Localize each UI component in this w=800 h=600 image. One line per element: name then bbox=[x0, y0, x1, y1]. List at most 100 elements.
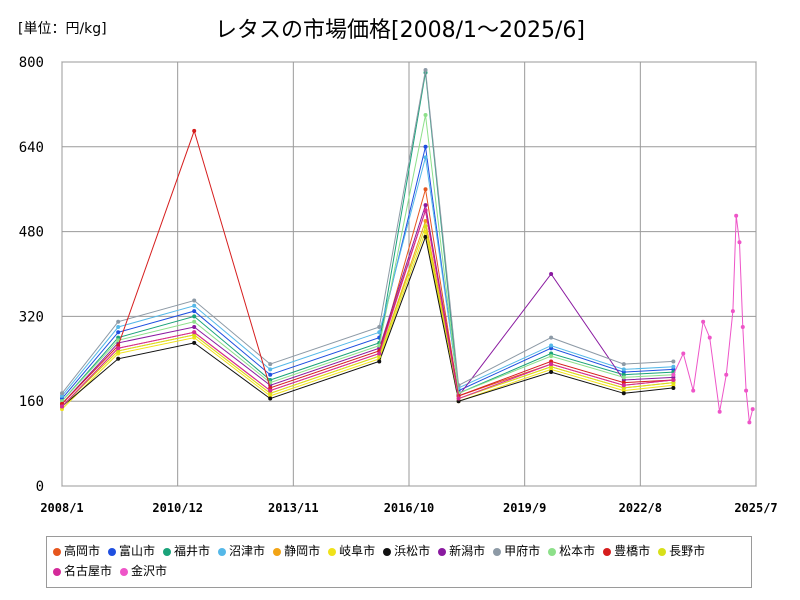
data-point bbox=[621, 375, 626, 380]
legend-label: 静岡市 bbox=[284, 544, 321, 558]
y-tick-label: 800 bbox=[19, 55, 44, 71]
legend-item: 高岡市 bbox=[53, 541, 100, 561]
legend-swatch bbox=[218, 547, 227, 556]
data-point bbox=[621, 383, 626, 388]
data-point bbox=[192, 325, 197, 329]
data-point bbox=[737, 240, 742, 245]
series-layer bbox=[60, 67, 755, 425]
data-point bbox=[423, 113, 428, 117]
data-point bbox=[268, 388, 273, 393]
data-point bbox=[423, 234, 428, 239]
data-point bbox=[116, 319, 121, 324]
legend-label: 甲府市 bbox=[504, 544, 541, 558]
series-13 bbox=[671, 213, 755, 425]
data-point bbox=[192, 340, 197, 345]
legend-swatch bbox=[163, 547, 172, 556]
legend-swatch bbox=[53, 567, 61, 576]
grid-lines bbox=[61, 61, 757, 487]
legend-label: 岐阜市 bbox=[339, 544, 376, 558]
data-point bbox=[377, 330, 382, 335]
data-point bbox=[116, 325, 121, 329]
legend-label: 長野市 bbox=[669, 544, 706, 558]
data-point bbox=[750, 407, 755, 412]
data-point bbox=[707, 335, 712, 340]
legend: 高岡市 富山市 福井市 沼津市 静岡市 岐阜市 浜松市 新潟市 甲府市 松本市 豊橋市 長野市名古屋市… bbox=[46, 536, 752, 588]
y-tick-labels: 0 160 320 480 640 800 bbox=[19, 55, 44, 495]
legend-swatch bbox=[120, 567, 129, 576]
legend-label: 高岡市 bbox=[64, 544, 101, 558]
chart-title: レタスの市場価格[2008/1～2025/6] bbox=[215, 18, 585, 43]
data-point bbox=[192, 298, 197, 303]
legend-label: 豊橋市 bbox=[614, 544, 651, 558]
data-point bbox=[734, 213, 739, 218]
legend-label: 金沢市 bbox=[131, 564, 168, 578]
legend-item: 松本市 bbox=[548, 541, 595, 561]
data-point bbox=[60, 404, 64, 409]
data-point bbox=[268, 362, 273, 367]
legend-swatch bbox=[53, 547, 61, 556]
data-point bbox=[671, 359, 676, 364]
series-line bbox=[61, 72, 674, 402]
legend-label: 浜松市 bbox=[394, 544, 431, 558]
legend-label: 富山市 bbox=[119, 544, 156, 558]
data-point bbox=[549, 272, 554, 276]
x-tick-label: 2025/7 bbox=[734, 501, 777, 515]
legend-item: 沼津市 bbox=[218, 541, 265, 561]
data-point bbox=[423, 203, 428, 208]
legend-label: 松本市 bbox=[559, 544, 596, 558]
data-point bbox=[549, 335, 554, 340]
data-point bbox=[671, 378, 676, 382]
x-tick-label: 2008/1 bbox=[40, 501, 83, 515]
data-point bbox=[717, 409, 722, 414]
x-tick-label: 2010/12 bbox=[152, 501, 203, 515]
data-point bbox=[549, 370, 554, 375]
data-point bbox=[377, 325, 382, 329]
data-point bbox=[192, 128, 197, 133]
x-tick-label: 2016/10 bbox=[384, 501, 435, 515]
series-line bbox=[61, 114, 674, 402]
data-point bbox=[740, 325, 745, 329]
series-line bbox=[61, 210, 674, 407]
series-12 bbox=[60, 208, 676, 409]
legend-item: 福井市 bbox=[163, 541, 210, 561]
data-point bbox=[671, 364, 676, 369]
data-point bbox=[192, 309, 197, 314]
data-point bbox=[423, 224, 428, 229]
series-line bbox=[61, 235, 674, 407]
legend-item: 岐阜市 bbox=[328, 541, 375, 561]
data-point bbox=[192, 314, 197, 319]
chart-plot: 0 160 320 480 640 800 2008/1 2010/12 2013/11 201… bbox=[19, 55, 778, 515]
series-line bbox=[61, 204, 674, 405]
legend-swatch bbox=[383, 547, 392, 556]
y-tick-label: 640 bbox=[19, 140, 44, 156]
data-point bbox=[691, 388, 696, 393]
data-point bbox=[724, 372, 729, 377]
data-point bbox=[621, 367, 626, 372]
legend-swatch bbox=[658, 547, 667, 556]
data-point bbox=[116, 346, 121, 351]
legend-item: 長野市 bbox=[658, 541, 705, 561]
x-tick-label: 2019/9 bbox=[503, 501, 546, 515]
legend-swatch bbox=[438, 547, 447, 556]
data-point bbox=[423, 144, 428, 149]
legend-item: 富山市 bbox=[108, 541, 155, 561]
data-point bbox=[192, 319, 197, 324]
y-tick-label: 480 bbox=[19, 225, 44, 241]
data-point bbox=[549, 343, 554, 348]
data-point bbox=[701, 319, 706, 324]
legend-item: 静岡市 bbox=[273, 541, 320, 561]
data-point bbox=[423, 187, 428, 192]
data-point bbox=[621, 362, 626, 367]
series-line bbox=[61, 146, 674, 399]
legend-label: 新潟市 bbox=[449, 544, 486, 558]
legend-swatch bbox=[273, 547, 282, 556]
data-point bbox=[268, 367, 273, 372]
series-line bbox=[61, 69, 674, 394]
series-line bbox=[61, 157, 674, 397]
legend-item: 金沢市 bbox=[120, 561, 167, 581]
data-point bbox=[192, 303, 197, 308]
legend-label: 福井市 bbox=[174, 544, 211, 558]
data-point bbox=[377, 359, 382, 364]
data-point bbox=[116, 330, 121, 335]
series-6 bbox=[60, 234, 676, 409]
